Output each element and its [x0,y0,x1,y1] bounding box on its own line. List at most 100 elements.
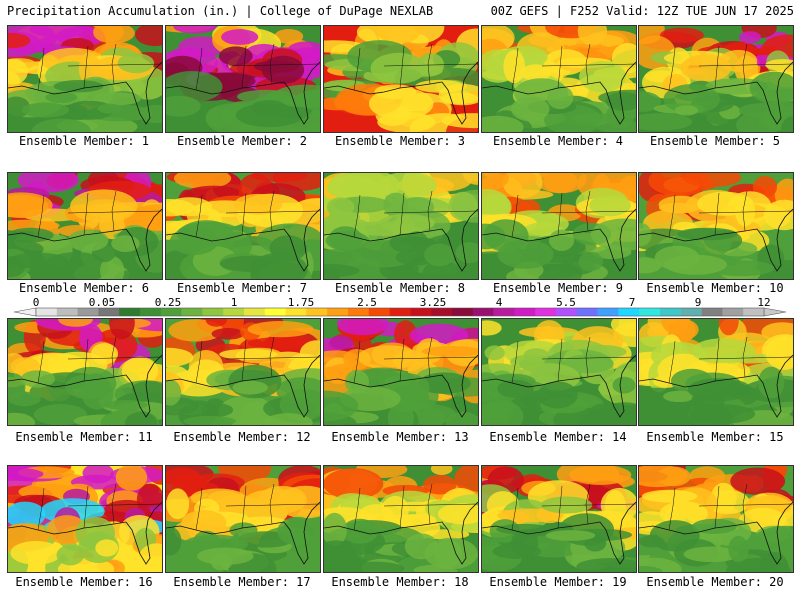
precip-field [324,319,478,425]
precip-blob [749,71,793,105]
precip-field [166,26,320,132]
precip-blob [56,545,85,566]
ensemble-member-map [165,318,321,426]
precip-blob [484,345,505,361]
coastline [8,354,162,418]
precip-blob [663,84,720,114]
precip-blob [211,328,245,340]
colorbar-swatch [327,308,349,316]
coastline [324,208,478,272]
colorbar-swatch [701,308,723,316]
colorbar-tick-label: 1 [231,296,238,309]
precip-blob [649,520,700,552]
precip-blob [169,227,219,256]
state-borders [37,190,162,238]
ensemble-member-map [323,465,479,573]
colorbar-swatch [597,308,619,316]
precip-blob [497,379,534,398]
ensemble-member-map [7,25,163,133]
precip-blob [235,103,303,128]
precip-blob [423,474,457,495]
member-label: Ensemble Member: 18 [331,575,469,589]
precip-blob [441,92,478,104]
precip-blob [691,338,756,364]
precip-blob [605,92,636,111]
coastline [639,208,793,272]
run-info: 00Z GEFS | F252 Valid: 12Z TUE JUN 17 20… [490,4,794,18]
precip-blob [462,173,478,185]
precip-blob [97,103,123,114]
precip-blob [659,27,704,43]
precip-blob [357,345,420,370]
precip-blob [229,522,258,539]
precip-field [8,173,162,279]
precip-field [639,173,793,279]
precip-blob [677,227,738,241]
precip-blob [166,199,195,217]
coastline [8,208,162,272]
precip-blob [8,58,28,85]
precip-blob [90,343,119,365]
precip-blob [67,229,109,252]
colorbar-swatch [556,308,578,316]
precip-blob [728,535,749,563]
colorbar-swatch [223,308,245,316]
precip-blob [166,347,194,368]
coastline [639,501,793,565]
precip-blob [589,194,631,217]
coastline [639,61,793,125]
colorbar-swatch [77,308,99,316]
coastline [482,61,636,125]
precip-blob [279,388,320,421]
colorbar-swatch [119,308,141,316]
precipitation-colorbar: 0 0.05 0.25 1 1.75 2.5 3.25 4 5.5 7 9 12 [13,296,787,317]
colorbar-swatch [389,308,411,316]
precip-blob [780,116,793,132]
precip-blob [81,377,114,410]
colorbar-swatch [452,308,474,316]
precip-field [639,319,793,425]
colorbar-swatch [140,308,162,316]
precip-blob [415,79,465,93]
precip-blob [378,173,437,200]
state-borders [668,483,793,531]
precip-blob [421,346,478,357]
precip-blob [8,194,49,218]
precip-field [166,173,320,279]
precip-blob [496,523,553,535]
precip-blob [245,489,305,509]
precip-blob [424,243,455,267]
colorbar-swatch [514,308,536,316]
colorbar-swatch [98,308,120,316]
colorbar-tick-label: 7 [629,296,636,309]
precip-blob [682,173,742,187]
precip-blob [520,64,552,81]
precip-blob [576,558,636,572]
precip-blob [394,320,417,349]
precip-blob [263,413,313,425]
precip-blob [8,501,46,529]
precip-field [324,26,478,132]
precip-blob [588,403,617,425]
state-borders [37,483,162,531]
member-label: Ensemble Member: 17 [173,575,311,589]
state-borders [353,43,478,91]
precip-field [482,26,636,132]
precip-blob [205,319,227,327]
precip-blob [299,544,320,559]
precip-blob [249,252,308,279]
state-borders [511,336,636,384]
precip-blob [166,526,182,556]
coastline [324,354,478,418]
colorbar-left-arrow [13,307,37,317]
precip-field [482,173,636,279]
precip-blob [437,503,478,525]
precip-blob [253,60,299,73]
precip-blob [482,173,509,192]
member-label: Ensemble Member: 6 [18,281,150,295]
precip-blob [21,102,70,118]
state-borders [353,336,478,384]
colorbar-swatch [285,308,307,316]
ensemble-member-map [7,465,163,573]
state-borders [353,483,478,531]
